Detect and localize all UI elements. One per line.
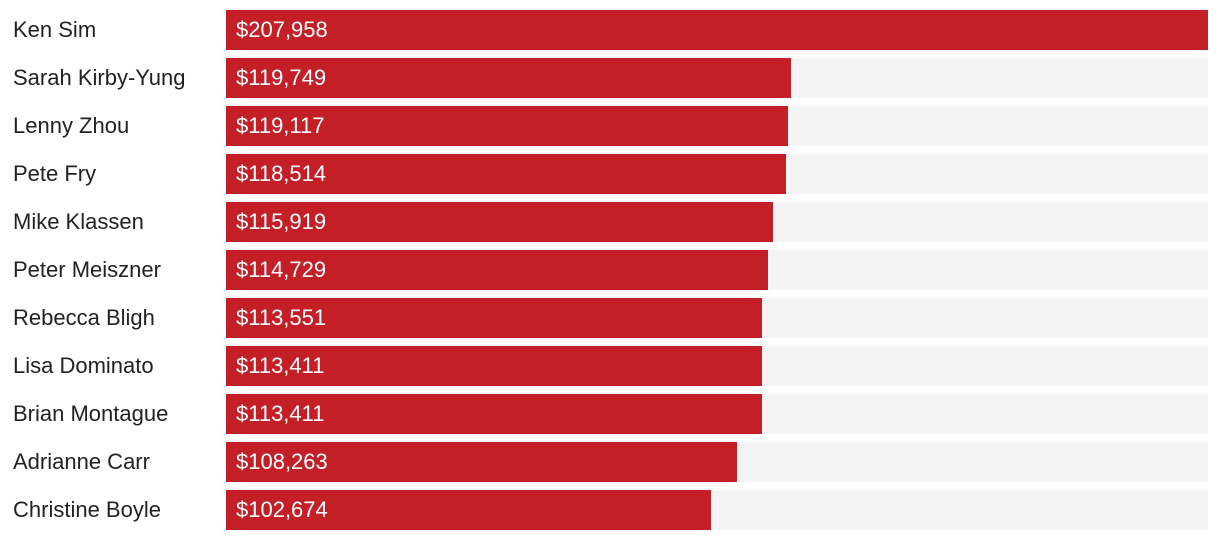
- bar-track: $102,674: [226, 490, 1208, 530]
- bar: [226, 250, 768, 290]
- bar-track: $113,551: [226, 298, 1208, 338]
- data-label: $113,551: [236, 305, 327, 330]
- bar-track: $114,729: [226, 250, 1208, 290]
- category-label: Sarah Kirby-Yung: [13, 65, 186, 90]
- bar-row: Adrianne Carr $108,263: [0, 442, 1220, 482]
- category-label: Mike Klassen: [13, 209, 144, 234]
- bar-track: $115,919: [226, 202, 1208, 242]
- bar: [226, 442, 737, 482]
- category-label: Pete Fry: [13, 161, 97, 186]
- bar-row: Pete Fry $118,514: [0, 154, 1220, 194]
- bar: [226, 490, 711, 530]
- category-label: Lisa Dominato: [13, 353, 154, 378]
- bar-row: Sarah Kirby-Yung $119,749: [0, 58, 1220, 98]
- bar-track: $207,958: [226, 10, 1208, 50]
- data-label: $119,117: [236, 113, 325, 138]
- data-label: $119,749: [236, 65, 327, 90]
- bar-row: Christine Boyle $102,674: [0, 490, 1220, 530]
- bar-track: $119,749: [226, 58, 1208, 98]
- category-label: Brian Montague: [13, 401, 169, 426]
- bar-row: Rebecca Bligh $113,551: [0, 298, 1220, 338]
- data-label: $207,958: [236, 17, 328, 42]
- category-label: Ken Sim: [13, 17, 97, 42]
- bar-track: $108,263: [226, 442, 1208, 482]
- data-label: $118,514: [236, 161, 327, 186]
- bar: [226, 346, 762, 386]
- bar: [226, 394, 762, 434]
- bar-row: Ken Sim $207,958: [0, 10, 1220, 50]
- category-label: Peter Meiszner: [13, 257, 161, 282]
- data-label: $108,263: [236, 449, 328, 474]
- bar: [226, 58, 791, 98]
- bar-track: $118,514: [226, 154, 1208, 194]
- category-label: Christine Boyle: [13, 497, 161, 522]
- data-label: $115,919: [236, 209, 327, 234]
- category-label: Adrianne Carr: [13, 449, 150, 474]
- bar-track: $113,411: [226, 346, 1208, 386]
- bar-row: Lisa Dominato $113,411: [0, 346, 1220, 386]
- data-label: $102,674: [236, 497, 328, 522]
- bar-track: $119,117: [226, 106, 1208, 146]
- bar-row: Peter Meiszner $114,729: [0, 250, 1220, 290]
- category-label: Rebecca Bligh: [13, 305, 155, 330]
- category-label: Lenny Zhou: [13, 113, 130, 138]
- data-label: $114,729: [236, 257, 327, 282]
- bar-track: $113,411: [226, 394, 1208, 434]
- bar: [226, 154, 786, 194]
- bar-row: Lenny Zhou $119,117: [0, 106, 1220, 146]
- data-label: $113,411: [236, 401, 325, 426]
- bar: [226, 10, 1208, 50]
- bar: [226, 106, 788, 146]
- bar: [226, 298, 762, 338]
- bar-row: Brian Montague $113,411: [0, 394, 1220, 434]
- bar-row: Mike Klassen $115,919: [0, 202, 1220, 242]
- bar: [226, 202, 773, 242]
- data-label: $113,411: [236, 353, 325, 378]
